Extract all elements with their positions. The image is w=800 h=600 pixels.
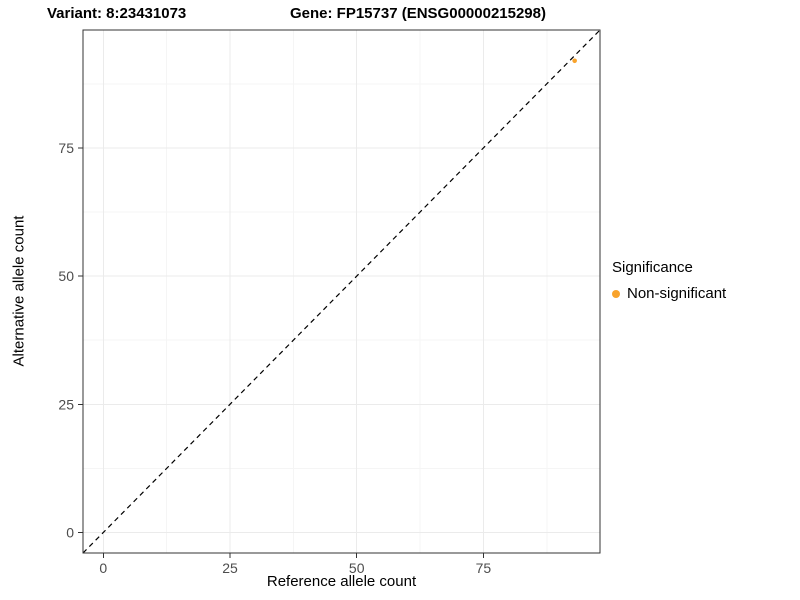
x-axis-label: Reference allele count: [266, 573, 417, 590]
x-tick-label: 25: [222, 560, 238, 576]
legend-entry-label: Non-significant: [627, 285, 727, 302]
plot-title-variant: Variant: 8:23431073: [47, 5, 187, 22]
panel-border: [82, 29, 601, 554]
legend: Significance Non-significant: [612, 259, 726, 302]
legend-point-icon: [612, 289, 620, 298]
legend-title: Significance: [612, 259, 693, 276]
y-tick-label: 50: [58, 268, 74, 284]
y-tick-label: 75: [58, 140, 74, 156]
y-tick-label: 0: [66, 524, 74, 540]
x-tick-label: 0: [99, 560, 107, 576]
data-point: [572, 58, 577, 64]
legend-entry-nonsignificant: Non-significant: [612, 285, 726, 302]
identity-line: [82, 29, 601, 554]
y-axis-label: Alternative allele count: [10, 215, 28, 367]
x-tick-label: 50: [349, 560, 365, 576]
plot-title-gene: Gene: FP15737 (ENSG00000215298): [290, 5, 546, 22]
x-tick-label: 75: [476, 560, 492, 576]
y-tick-label: 25: [58, 396, 74, 412]
